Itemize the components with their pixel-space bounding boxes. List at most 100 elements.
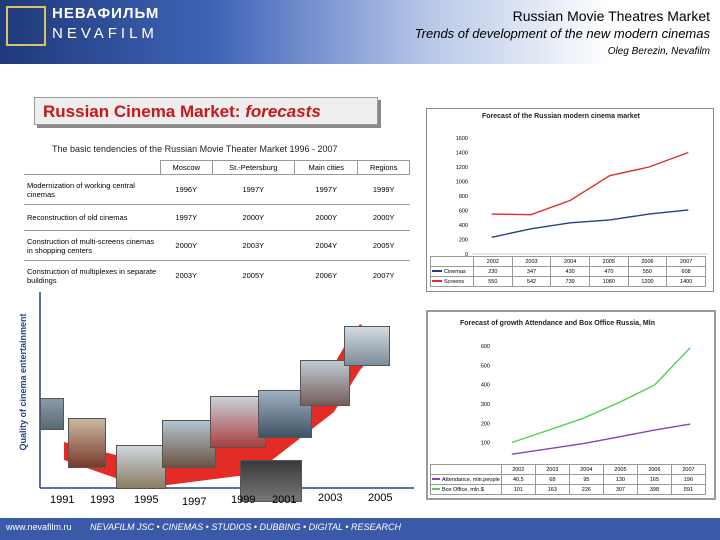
chart-category: 2005	[588, 256, 629, 267]
cinema-photo	[40, 398, 64, 430]
footer-website-link[interactable]: www.nevafilm.ru	[6, 522, 72, 532]
chart-data-label: 347	[511, 266, 552, 277]
trend-col-header: Regions	[357, 160, 410, 175]
chart-data-label: 542	[511, 276, 552, 287]
header-title: Russian Movie Theatres Market	[512, 8, 710, 24]
trend-cell: 1999Y	[357, 174, 410, 205]
chart-data-label: 550	[473, 276, 513, 287]
y-tick-label: 200	[481, 421, 490, 427]
trend-cell: 1997Y	[294, 174, 358, 205]
chart-data-label: 196	[670, 474, 707, 485]
chart-data-label: 68	[534, 474, 570, 485]
trend-cell: 2000Y	[160, 230, 212, 261]
chart-title: Forecast of the Russian modern cinema ma…	[482, 113, 640, 120]
chart-data-label: 130	[602, 474, 638, 485]
footer-tagline: NEVAFILM JSC • CINEMAS • STUDIOS • DUBBI…	[90, 522, 401, 532]
chart-data-label: 230	[473, 266, 513, 277]
chart-data-label: 1400	[666, 276, 706, 287]
trend-table: Moscow St.-Petersburg Main cities Region…	[24, 160, 410, 291]
timeline-year: 2003	[318, 492, 343, 504]
chart-data-label: 1200	[627, 276, 668, 287]
cinema-photo	[344, 326, 390, 366]
section-title: Russian Cinema Market: forecasts	[34, 97, 378, 125]
header-author: Oleg Berezin, Nevafilm	[607, 46, 710, 57]
trend-row-label: Reconstruction of old cinemas	[24, 204, 161, 231]
chart-data-label: 307	[602, 484, 638, 495]
chart-data-label: 430	[550, 266, 590, 277]
y-tick-label: 200	[459, 238, 468, 244]
chart-category: 2005	[602, 464, 638, 475]
trend-col-header: Moscow	[160, 160, 213, 175]
timeline-year: 1993	[90, 494, 115, 506]
chart-category: 2002	[473, 256, 513, 267]
trend-cell: 2005Y	[357, 230, 410, 261]
chart-data-label: 550	[627, 266, 668, 277]
y-tick-label: 400	[481, 383, 490, 389]
chart-category: 2004	[550, 256, 590, 267]
footer-bar	[0, 518, 720, 540]
chart-category: 2003	[534, 464, 570, 475]
y-tick-label: 800	[459, 194, 468, 200]
timeline-year: 2001	[272, 494, 297, 506]
chart-data-label: 226	[568, 484, 604, 495]
section-title-main: Russian Cinema Market:	[43, 102, 246, 121]
trend-col-header: St.-Petersburg	[211, 160, 296, 175]
timeline-year: 1991	[50, 494, 75, 506]
timeline-year: 1997	[182, 496, 207, 508]
trend-row-label: Construction of multi-screens cinemas in…	[24, 230, 161, 261]
trend-cell: 2007Y	[357, 260, 410, 291]
chart-data-label: 1080	[588, 276, 629, 287]
header-subtitle: Trends of development of the new modern …	[414, 26, 710, 41]
logo-text-ru: НЕВАФИЛЬМ	[52, 5, 160, 22]
trend-cell: 2000Y	[357, 204, 410, 231]
cinema-photo	[68, 418, 106, 468]
trend-table-title: The basic tendencies of the Russian Movi…	[52, 144, 338, 154]
y-tick-label: 1000	[456, 180, 468, 186]
trend-row-label: Modernization of working central cinemas	[24, 174, 161, 205]
chart-category: 2007	[670, 464, 707, 475]
logo-emblem	[6, 6, 46, 46]
legend-swatch	[432, 280, 442, 283]
series-line-cinemas	[491, 209, 689, 238]
cinema-photo	[116, 445, 166, 489]
section-title-emphasis: forecasts	[245, 102, 321, 121]
legend-swatch	[432, 478, 440, 481]
cinema-photo	[240, 460, 302, 502]
chart-category: 2006	[636, 464, 672, 475]
chart-data-label: 40,5	[500, 474, 536, 485]
trend-cell: 1997Y	[212, 174, 295, 205]
cinema-photo	[300, 360, 350, 406]
chart-data-label: 739	[550, 276, 590, 287]
trend-col-header: Main cities	[294, 160, 359, 175]
y-tick-label: 1200	[456, 165, 468, 171]
series-legend-cinemas: Cinemas	[430, 266, 474, 277]
trend-cell: 2000Y	[212, 204, 295, 231]
chart-data-label: 163	[534, 484, 570, 495]
legend-label: Attendance, mln.people	[442, 476, 500, 483]
trend-cell: 2006Y	[294, 260, 358, 291]
cinema-market-data-table: 2002 2003 2004 2005 2006 2007 Cinemas 23…	[430, 256, 706, 287]
trend-cell: 1997Y	[160, 204, 212, 231]
chart-data-label: 470	[588, 266, 629, 277]
legend-label: Screens	[444, 278, 465, 285]
trend-cell: 2004Y	[294, 230, 358, 261]
series-legend-attendance: Attendance, mln.people	[430, 474, 502, 485]
trend-table-corner	[24, 161, 161, 175]
chart-category: 2002	[500, 464, 536, 475]
timeline-year: 1995	[134, 494, 159, 506]
header-banner	[0, 0, 720, 64]
chart-title: Forecast of growth Attendance and Box Of…	[460, 320, 655, 327]
legend-swatch	[432, 270, 442, 273]
y-tick-label: 300	[481, 402, 490, 408]
table-corner	[430, 256, 474, 267]
series-line-box-office-mln	[511, 347, 691, 444]
legend-label: Box Office, mln.$	[442, 486, 484, 493]
series-line-attendance-mln-people	[511, 423, 691, 455]
chart-category: 2003	[511, 256, 552, 267]
chart-data-label: 591	[670, 484, 707, 495]
attendance-chart: 0100200300400500600	[481, 344, 691, 455]
chart-category: 2004	[568, 464, 604, 475]
cinema-market-chart: 0 200 400 600 800 1000 1200 1400 1600	[456, 136, 708, 258]
legend-swatch	[432, 488, 440, 491]
chart-data-label: 608	[666, 266, 706, 277]
